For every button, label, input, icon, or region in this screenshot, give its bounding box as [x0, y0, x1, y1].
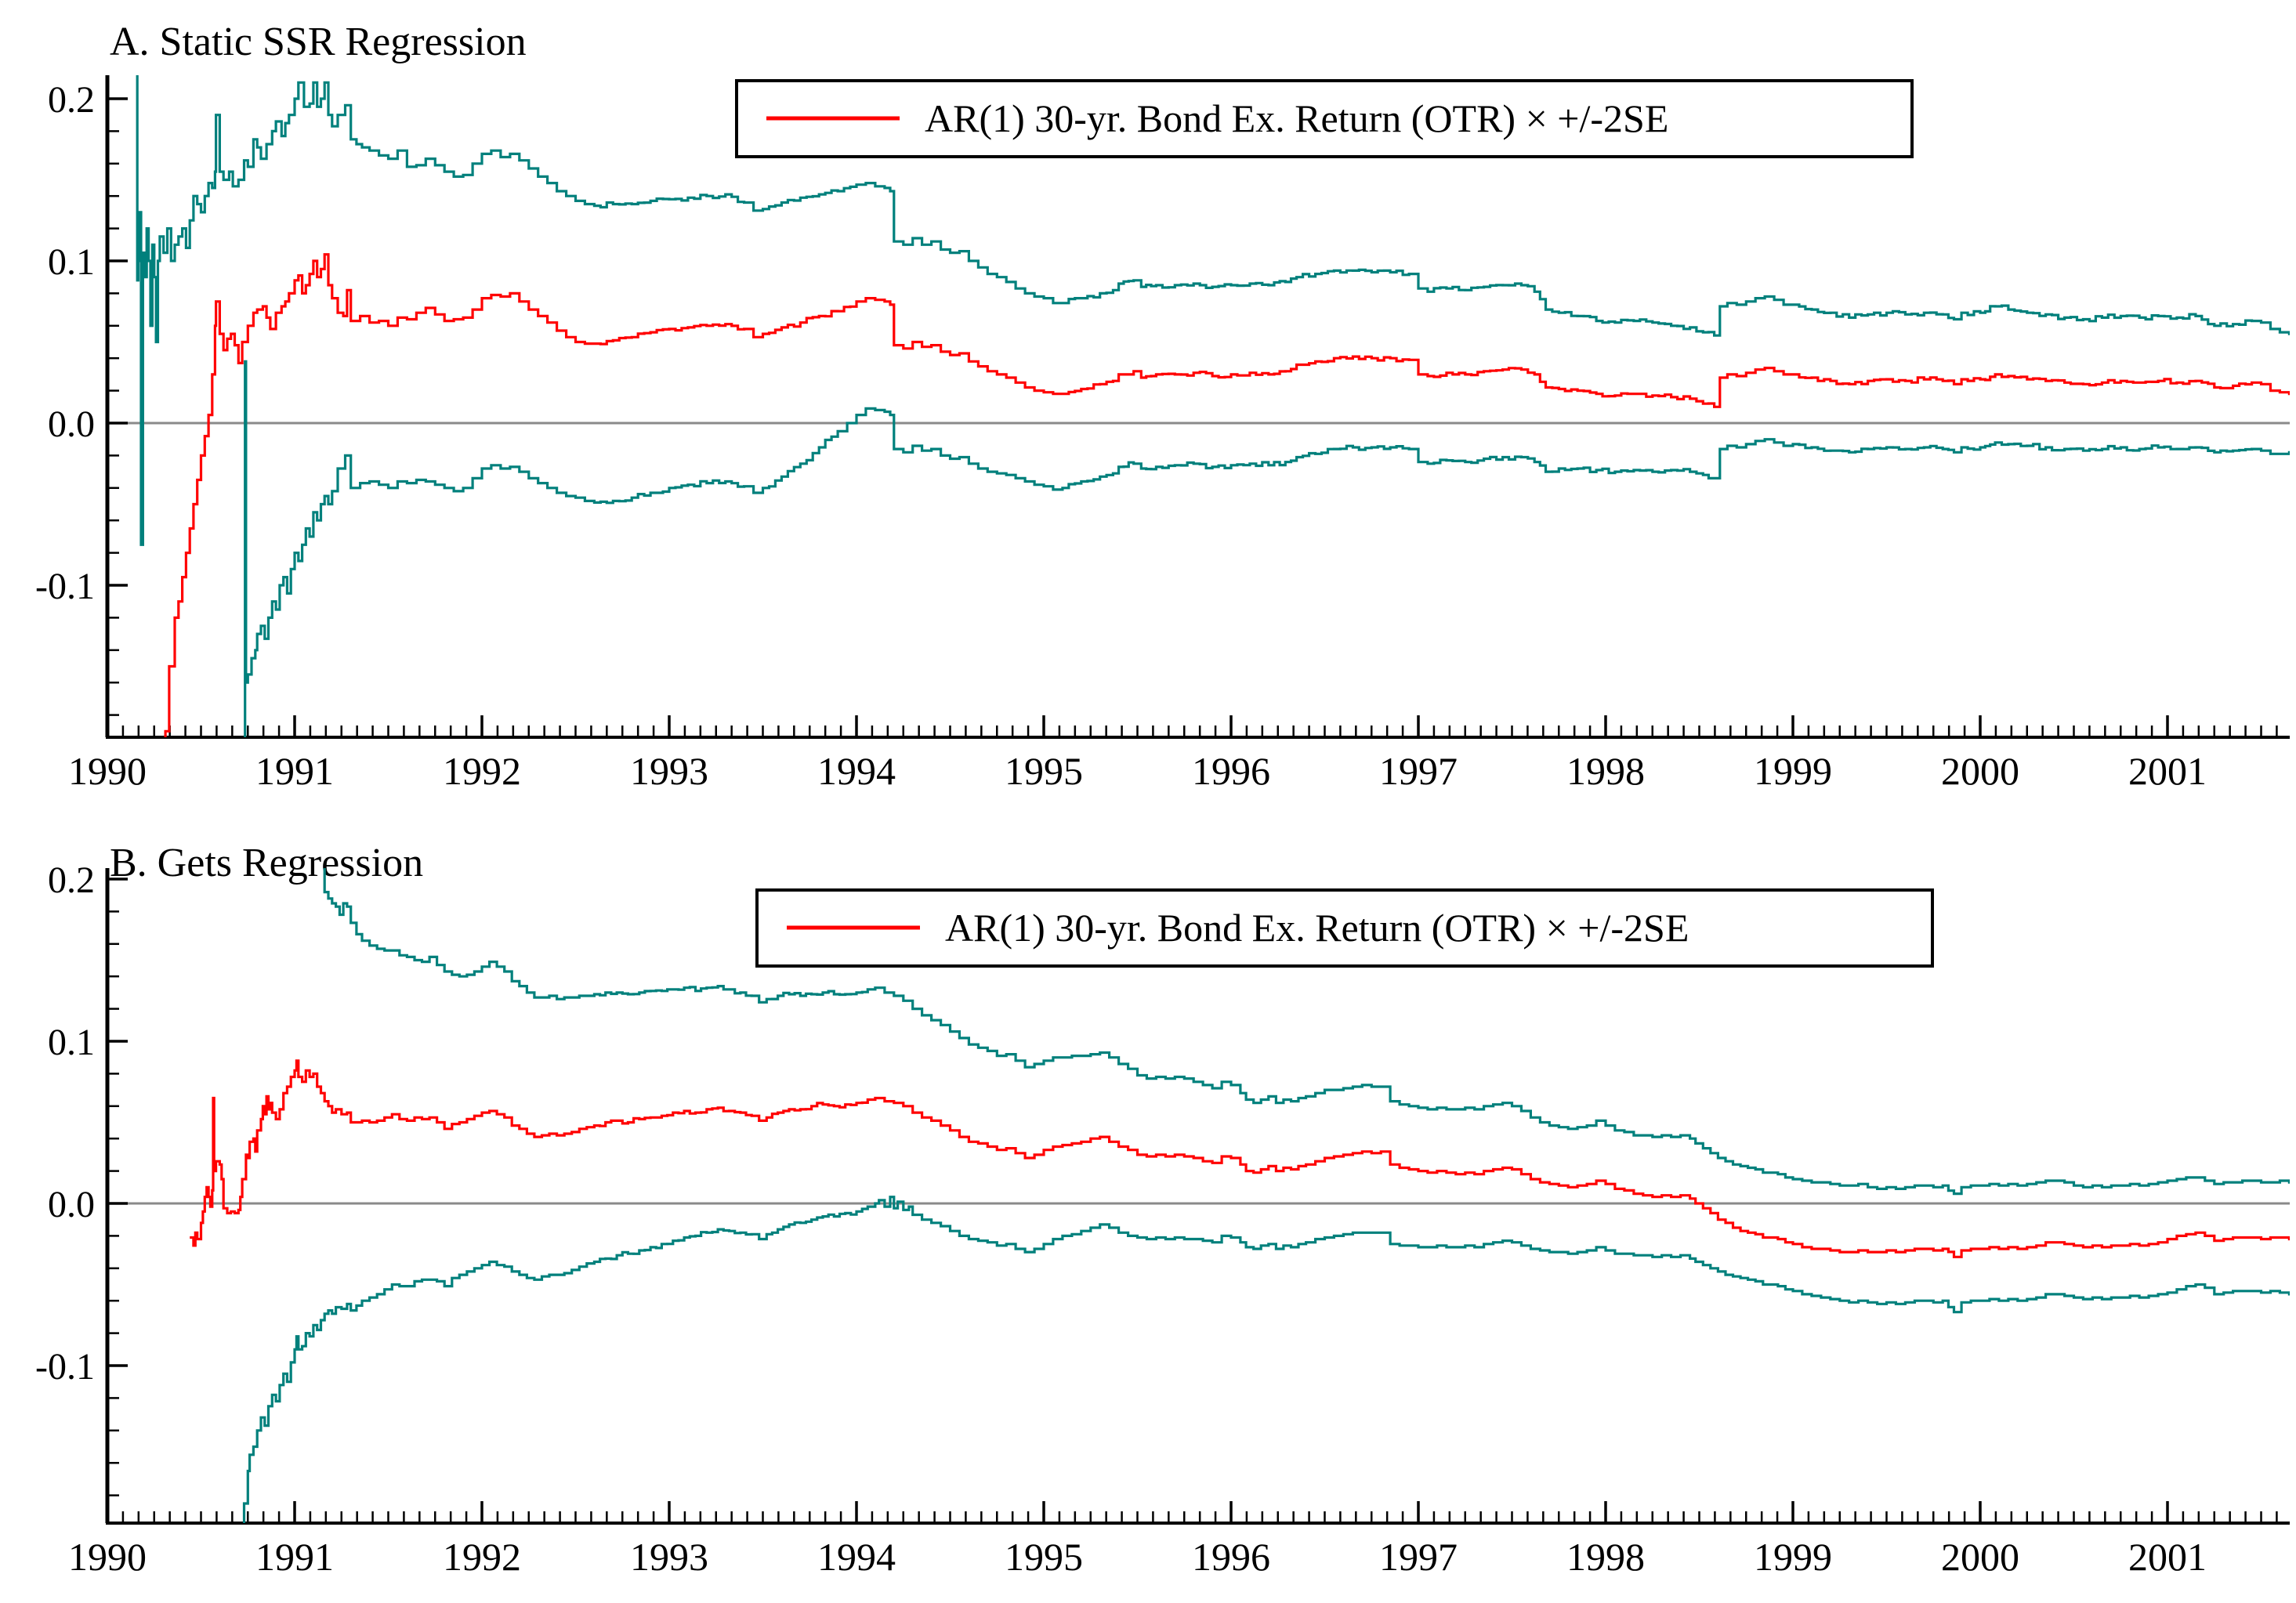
series-coefficient — [190, 1059, 2290, 1258]
y-tick-label: -0.1 — [35, 1346, 95, 1388]
series-lower_2se — [244, 360, 2290, 737]
x-tick-label: 1991 — [255, 1535, 334, 1579]
panel-b-series — [190, 868, 2290, 1523]
legend-box — [755, 888, 1934, 968]
panel-b: B. Gets Regression 0.2 0.1 0.0 -0.1 1990 1991… — [35, 841, 2290, 1579]
y-tick-label: 0.2 — [48, 859, 95, 901]
x-tick-label: 2000 — [1941, 1535, 2019, 1579]
x-tick-label: 1991 — [255, 749, 334, 793]
x-tick-label: 1994 — [817, 749, 896, 793]
y-tick-label: -0.1 — [35, 566, 95, 607]
y-tick-label: 0.0 — [48, 1184, 95, 1225]
x-tick-label: 1990 — [68, 1535, 147, 1579]
legend-box — [735, 79, 1914, 158]
panel-a-axes: 0.2 0.1 0.0 -0.1 1990 1991 1992 1993 1994 1995 199… — [35, 75, 2290, 793]
x-tick-label: 2001 — [2128, 1535, 2207, 1579]
panel-a-series — [136, 75, 2290, 737]
y-tick-label: 0.2 — [48, 79, 95, 121]
x-tick-label: 1999 — [1754, 1535, 1832, 1579]
series-upper_2se — [323, 868, 2290, 1196]
x-tick-label: 1997 — [1379, 749, 1458, 793]
x-tick-label: 1998 — [1566, 749, 1645, 793]
y-tick-label: 0.1 — [48, 241, 95, 283]
legend-label: AR(1) 30-yr. Bond Ex. Return (OTR) × +/-… — [925, 96, 1668, 140]
panel-a-title: A. Static SSR Regression — [110, 20, 527, 64]
panel-b-axes: 0.2 0.1 0.0 -0.1 1990 1991 1992 1993 1994 1995 199… — [35, 859, 2290, 1579]
x-tick-label: 1992 — [443, 749, 521, 793]
panel-b-title: B. Gets Regression — [110, 841, 423, 885]
x-tick-label: 1998 — [1566, 1535, 1645, 1579]
x-tick-label: 1999 — [1754, 749, 1832, 793]
panel-b-legend: AR(1) 30-yr. Bond Ex. Return (OTR) × +/-… — [755, 888, 1934, 968]
x-tick-label: 1996 — [1192, 749, 1270, 793]
x-tick-label: 1993 — [630, 749, 708, 793]
series-upper_2se — [136, 75, 2290, 546]
legend-label: AR(1) 30-yr. Bond Ex. Return (OTR) × +/-… — [945, 906, 1689, 950]
panel-a-legend: AR(1) 30-yr. Bond Ex. Return (OTR) × +/-… — [735, 79, 1914, 158]
x-tick-label: 1992 — [443, 1535, 521, 1579]
series-lower_2se — [242, 1196, 2290, 1523]
x-tick-label: 2000 — [1941, 749, 2019, 793]
x-tick-label: 1995 — [1005, 749, 1083, 793]
x-tick-label: 2001 — [2128, 749, 2207, 793]
x-tick-label: 1997 — [1379, 1535, 1458, 1579]
x-tick-label: 1994 — [817, 1535, 896, 1579]
panel-a: A. Static SSR Regression 0.2 0.1 0.0 -0.1 19… — [35, 20, 2290, 793]
x-tick-label: 1990 — [68, 749, 147, 793]
x-tick-label: 1996 — [1192, 1535, 1270, 1579]
x-tick-label: 1995 — [1005, 1535, 1083, 1579]
y-tick-label: 0.0 — [48, 403, 95, 445]
series-coefficient — [164, 253, 2290, 737]
x-tick-label: 1993 — [630, 1535, 708, 1579]
y-tick-label: 0.1 — [48, 1022, 95, 1063]
